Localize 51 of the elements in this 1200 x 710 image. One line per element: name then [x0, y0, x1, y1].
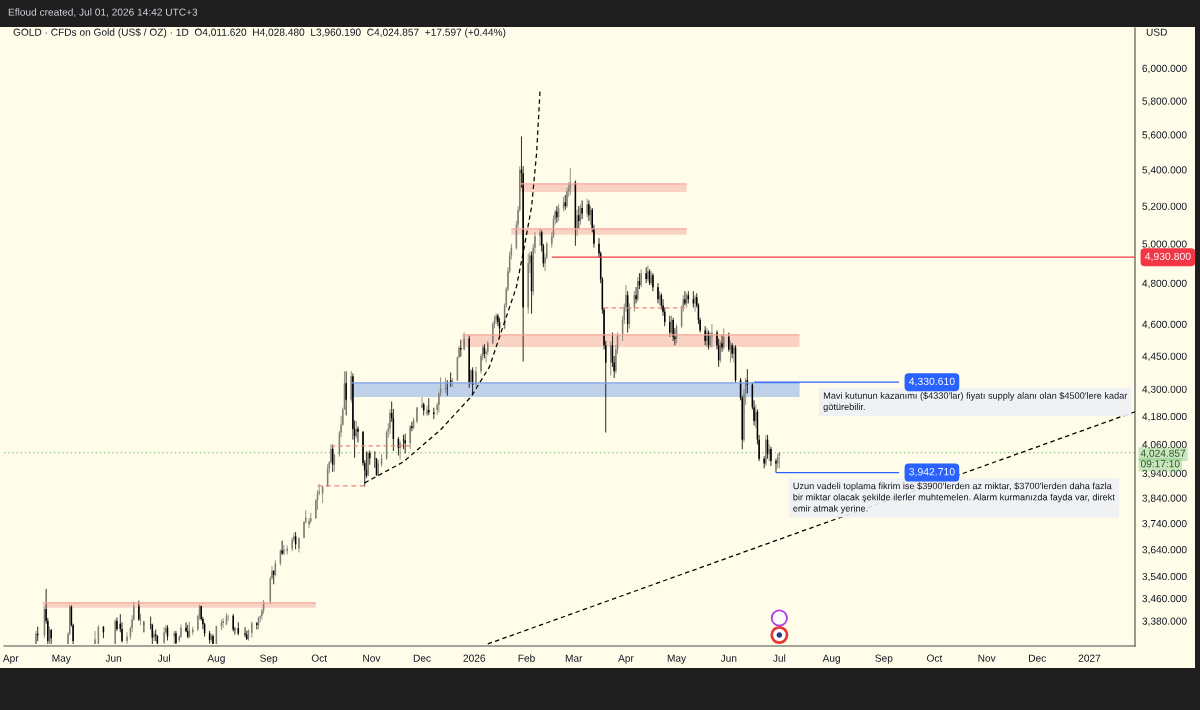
x-tick-label: Dec — [1029, 654, 1046, 662]
x-tick-label: May — [52, 654, 71, 664]
data-label: 3,942.710 — [909, 468, 955, 477]
annotation: Uzun vadeli toplama fikrim ise $3900'lerden az miktar, $3700'lerden daha fazla bir miktar olacak şekilde ilerler muhtemelen. Alarm kurmanızda fayda var, direkt emir atmak yerine. — [793, 482, 1115, 514]
x-tick-label: Nov — [363, 654, 381, 662]
annotation: Mavi kutunun kazanımı ($4330'lar) fiyatı supply alanı olan $4500'lere kadar götürebilir. — [823, 391, 1128, 412]
y-tick-label: 3,840.000 — [1142, 494, 1187, 503]
y-tick-label: 5,000.000 — [1142, 240, 1187, 249]
x-tick-label: Sep — [875, 654, 893, 664]
x-tick-label: Jun — [720, 654, 737, 662]
x-tick-label: 2027 — [1078, 654, 1101, 662]
ref-line-label: 4,024.857 — [1140, 449, 1186, 459]
y-tick-label: 4,600.000 — [1142, 320, 1187, 330]
y-tick-label: 4,180.000 — [1142, 412, 1187, 422]
x-tick-label: 2026 — [463, 654, 486, 662]
y-tick-label: 3,460.000 — [1142, 594, 1187, 604]
y-tick-label: 5,400.000 — [1142, 166, 1187, 175]
y-tick-label: 3,940.000 — [1142, 469, 1187, 479]
x-tick-label: Feb — [518, 654, 535, 662]
y-tick-label: 3,380.000 — [1142, 617, 1187, 626]
y-tick-label: 4,800.000 — [1142, 279, 1187, 289]
text: Efloud created, Jul 01, 2026 14:42 UTC+3 — [8, 8, 198, 17]
y-axis-title: USD — [1146, 28, 1167, 36]
x-tick-label: Mar — [565, 654, 583, 662]
data-label: 4,930.800 — [1144, 252, 1191, 262]
x-tick-label: Oct — [311, 654, 328, 662]
x-tick-label: Nov — [978, 654, 996, 662]
y-tick-label: 6,000.000 — [1142, 64, 1187, 74]
x-tick-label: Aug — [207, 654, 225, 664]
data-label: 4,330.610 — [908, 377, 955, 387]
y-tick-label: 5,200.000 — [1142, 202, 1187, 212]
chart-title: GOLD · CFDs on Gold (US$ / OZ) · 1D O4,011.620 H4,028.480 L3,960.190 C4,024.857 +17.597 (+0.44%) — [13, 28, 506, 38]
y-tick-label: 5,800.000 — [1142, 97, 1187, 106]
y-tick-label: 3,540.000 — [1142, 572, 1187, 582]
x-tick-label: Apr — [618, 654, 634, 664]
x-tick-label: Sep — [260, 654, 278, 664]
y-tick-label: 4,300.000 — [1142, 385, 1187, 395]
y-tick-label: 3,740.000 — [1142, 520, 1187, 529]
y-tick-label: 4,060.000 — [1142, 440, 1187, 450]
text: 09:17:10 — [1140, 460, 1180, 468]
x-tick-label: Aug — [822, 654, 840, 664]
x-tick-label: Jul — [773, 654, 786, 662]
y-tick-label: 4,450.000 — [1142, 352, 1187, 362]
y-tick-label: 5,600.000 — [1142, 131, 1187, 140]
x-tick-label: May — [667, 654, 687, 664]
x-tick-label: Jul — [157, 654, 170, 662]
y-tick-label: 3,640.000 — [1142, 546, 1187, 555]
x-tick-label: Dec — [413, 654, 431, 662]
x-tick-label: Apr — [2, 654, 19, 664]
x-tick-label: Jun — [105, 654, 122, 662]
x-tick-label: Oct — [927, 654, 943, 662]
